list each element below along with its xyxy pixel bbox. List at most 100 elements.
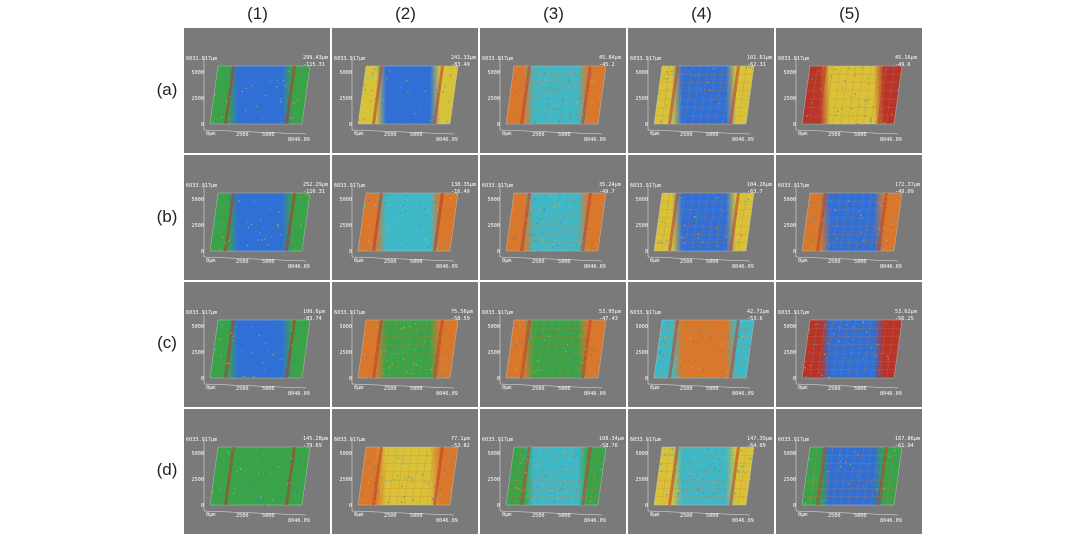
y-tick-label: 5000: [636, 70, 649, 76]
surface-panel: 6033.917µm 35.24µm -49.7 5000 2500 0 0µm 2500 50…: [480, 155, 626, 280]
surface-map: [209, 319, 311, 379]
z-min-label: -115.31: [303, 62, 325, 68]
x-tick-label: 2500: [384, 132, 397, 138]
x-tick-label: 2500: [680, 132, 693, 138]
x-max-label: 8046.09: [584, 264, 606, 270]
column-label: (4): [691, 4, 712, 23]
y-tick-label: 5000: [636, 324, 649, 330]
y-tick-label: 0: [497, 249, 500, 255]
z-max-label: 145.28µm: [303, 436, 328, 442]
y-max-label: 6033.917µm: [630, 183, 661, 189]
x-max-label: 8046.09: [880, 391, 902, 397]
y-tick-label: 2500: [488, 350, 501, 356]
y-tick-label: 5000: [340, 70, 353, 76]
row-label: (a): [156, 80, 178, 99]
y-max-label: 6033.917µm: [334, 56, 365, 62]
x-tick-label: 2500: [680, 386, 693, 392]
column-label: (1): [247, 4, 268, 23]
y-max-label: 6033.917µm: [778, 56, 809, 62]
surface-panel: 6033.917µm 45.16µm -49.6 5000 2500 0 0µm 2500 50…: [776, 28, 922, 153]
row-label: (d): [156, 460, 178, 479]
y-tick-label: 2500: [340, 350, 353, 356]
x-max-label: 8046.09: [584, 391, 606, 397]
y-max-label: 6033.917µm: [482, 183, 513, 189]
x-origin-label: 0µm: [206, 385, 215, 391]
z-min-label: -16.49: [451, 189, 470, 195]
y-tick-label: 0: [497, 503, 500, 509]
y-tick-label: 2500: [636, 96, 649, 102]
y-tick-label: 5000: [192, 70, 205, 76]
y-tick-label: 0: [349, 122, 352, 128]
z-max-label: 172.37µm: [895, 182, 920, 188]
surface-panel: 6033.917µm 138.35µm -16.49 5000 2500 0 0µm 2500…: [332, 155, 478, 280]
surface-panel: 6033.917µm 101.61µm -62.31 5000 2500 0 0µm 2500…: [628, 28, 774, 153]
x-max-label: 8046.09: [584, 518, 606, 524]
x-max-label: 8046.09: [584, 137, 606, 143]
y-tick-label: 2500: [636, 223, 649, 229]
z-min-label: -53.6: [747, 316, 763, 322]
x-origin-label: 0µm: [206, 131, 215, 137]
z-max-label: 53.95µm: [599, 309, 621, 315]
z-min-label: -49.7: [599, 189, 615, 195]
z-min-label: -61.94: [895, 443, 914, 449]
x-tick-label: 5000: [558, 386, 571, 392]
z-min-label: -79.69: [303, 443, 322, 449]
x-origin-label: 0µm: [502, 385, 511, 391]
z-min-label: -62.31: [747, 62, 766, 68]
x-tick-label: 5000: [410, 132, 423, 138]
x-max-label: 8046.09: [732, 391, 754, 397]
x-max-label: 8046.09: [288, 391, 310, 397]
x-origin-label: 0µm: [354, 385, 363, 391]
x-tick-label: 5000: [262, 259, 275, 265]
z-min-label: -47.43: [599, 316, 618, 322]
z-max-label: 100.6µm: [303, 309, 325, 315]
x-origin-label: 0µm: [650, 131, 659, 137]
x-max-label: 8046.09: [880, 518, 902, 524]
surface-panel: 6031.917µm 299.43µm -115.31 5000 2500 0 0µm 250…: [184, 28, 330, 153]
y-tick-label: 0: [645, 503, 648, 509]
x-tick-label: 2500: [532, 259, 545, 265]
surface-panel: 6033.917µm 75.56µm -58.59 5000 2500 0 0µm 2500 5…: [332, 282, 478, 407]
x-max-label: 8046.09: [880, 137, 902, 143]
y-tick-label: 0: [497, 122, 500, 128]
z-max-label: 45.84µm: [599, 55, 621, 61]
y-tick-label: 5000: [340, 451, 353, 457]
row-label: (b): [156, 207, 178, 226]
y-max-label: 6033.917µm: [186, 183, 217, 189]
channel-wall: [372, 193, 383, 251]
y-tick-label: 0: [645, 122, 648, 128]
y-max-label: 6033.917µm: [482, 56, 513, 62]
y-tick-label: 2500: [784, 350, 797, 356]
surface-map: [357, 192, 459, 252]
x-tick-label: 5000: [558, 259, 571, 265]
surface-panel: 6033.917µm 241.33µm -83.49 5000 2500 0 0µm 2500…: [332, 28, 478, 153]
x-tick-label: 2500: [680, 513, 693, 519]
y-tick-label: 5000: [192, 197, 205, 203]
x-max-label: 8046.09: [436, 264, 458, 270]
z-min-label: -53.82: [451, 443, 470, 449]
x-max-label: 8046.09: [288, 137, 310, 143]
x-tick-label: 5000: [262, 513, 275, 519]
y-max-label: 6033.917µm: [630, 437, 661, 443]
y-tick-label: 2500: [340, 223, 353, 229]
y-tick-label: 0: [497, 376, 500, 382]
y-tick-label: 2500: [340, 96, 353, 102]
surface-panel: 6033.917µm 45.84µm -45.2 5000 2500 0 0µm 2500 50…: [480, 28, 626, 153]
z-max-label: 108.34µm: [599, 436, 624, 442]
surface-panel: 6033.917µm 53.95µm -47.43 5000 2500 0 0µm 2500 5…: [480, 282, 626, 407]
y-tick-label: 2500: [192, 223, 205, 229]
z-min-label: -58.59: [451, 316, 470, 322]
x-origin-label: 0µm: [502, 258, 511, 264]
y-tick-label: 5000: [340, 324, 353, 330]
y-tick-label: 0: [349, 503, 352, 509]
y-max-label: 6033.917µm: [186, 310, 217, 316]
x-tick-label: 5000: [262, 386, 275, 392]
z-min-label: -63.7: [747, 189, 763, 195]
surface-panel: 6033.917µm 147.39µm -64.09 5000 2500 0 0µm 2500…: [628, 409, 774, 534]
y-tick-label: 0: [793, 503, 796, 509]
surface-profile-grid: 6031.917µm 299.43µm -115.31 5000 2500 0 0µm 250…: [184, 28, 923, 534]
x-tick-label: 2500: [828, 259, 841, 265]
surface-panel: 6033.917µm 53.62µm -56.25 5000 2500 0 0µm 2500 5…: [776, 282, 922, 407]
y-tick-label: 0: [201, 503, 204, 509]
y-tick-label: 0: [793, 376, 796, 382]
